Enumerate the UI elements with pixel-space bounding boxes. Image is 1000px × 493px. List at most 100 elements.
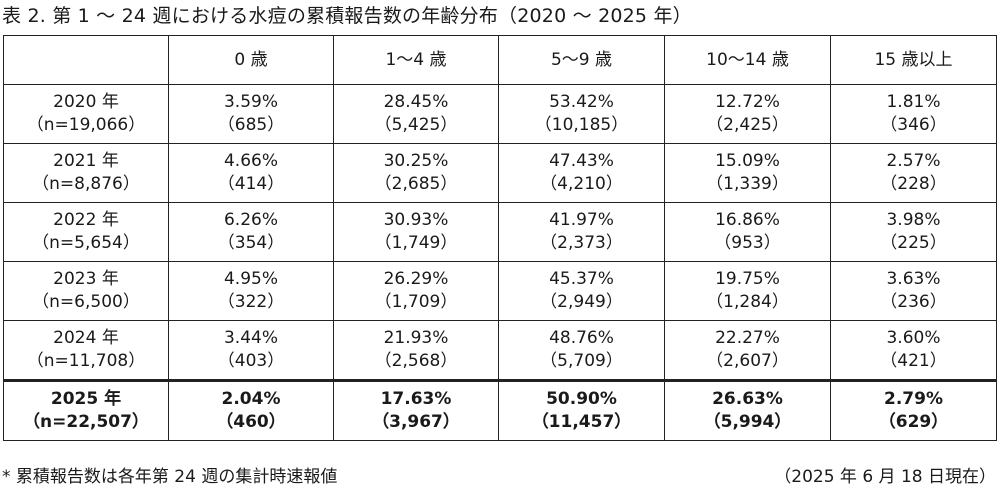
n-label: （n=8,876） <box>32 174 140 194</box>
count-value: （460） <box>216 412 286 432</box>
data-cell: 41.97% （2,373） <box>498 202 665 262</box>
year-label: 2025 年 <box>50 389 122 409</box>
percent-value: 26.29% <box>383 269 449 289</box>
percent-value: 3.98% <box>886 210 941 230</box>
percent-value: 4.95% <box>223 269 278 289</box>
data-cell: 16.86% （953） <box>664 202 831 262</box>
row-label: 2020 年 （n=19,066） <box>3 84 169 144</box>
percent-value: 48.76% <box>549 328 614 348</box>
percent-value: 15.09% <box>715 151 780 171</box>
percent-value: 21.93% <box>383 328 449 348</box>
age-distribution-table: 0 歳 1〜4 歳 5〜9 歳 10〜14 歳 15 歳以上 2020 年 （n=… <box>3 35 997 441</box>
percent-value: 53.42% <box>549 92 614 112</box>
year-label: 2024 年 <box>53 328 119 348</box>
data-cell: 19.75% （1,284） <box>664 261 831 321</box>
table-title: 表 2. 第 1 〜 24 週における水痘の累積報告数の年齢分布（2020 〜 … <box>2 5 692 27</box>
percent-value: 16.86% <box>715 210 780 230</box>
data-cell: 30.25% （2,685） <box>333 143 499 203</box>
percent-value: 41.97% <box>549 210 614 230</box>
table-row-current-year: 2025 年 （n=22,507） 2.04% （460） 17.63% （3,967… <box>3 380 997 441</box>
count-value: （5,994） <box>703 412 792 432</box>
count-value: （322） <box>217 292 285 312</box>
count-value: （685） <box>217 115 285 135</box>
percent-value: 45.37% <box>549 269 614 289</box>
count-value: （1,709） <box>374 292 458 312</box>
data-cell: 2.79% （629） <box>830 380 997 441</box>
count-value: （2,949） <box>540 292 623 312</box>
count-value: （354） <box>217 233 285 253</box>
percent-value: 2.04% <box>221 389 281 409</box>
count-value: （1,749） <box>374 233 458 253</box>
data-cell: 47.43% （4,210） <box>498 143 665 203</box>
percent-value: 4.66% <box>223 151 278 171</box>
count-value: （421） <box>880 351 947 371</box>
percent-value: 30.93% <box>383 210 449 230</box>
percent-value: 19.75% <box>715 269 780 289</box>
row-label: 2025 年 （n=22,507） <box>3 380 169 441</box>
data-cell: 26.63% （5,994） <box>664 380 831 441</box>
data-cell: 4.66% （414） <box>168 143 334 203</box>
header-age-10-14: 10〜14 歳 <box>664 35 831 85</box>
percent-value: 1.81% <box>886 92 941 112</box>
table-row: 2023 年 （n=6,500） 4.95% （322） 26.29% （1,709）… <box>3 261 997 321</box>
percent-value: 3.44% <box>223 328 278 348</box>
header-age-0: 0 歳 <box>168 35 334 85</box>
table-row: 2020 年 （n=19,066） 3.59% （685） 28.45% （5,425… <box>3 84 997 144</box>
count-value: （403） <box>217 351 285 371</box>
count-value: （11,457） <box>531 412 632 432</box>
data-cell: 30.93% （1,749） <box>333 202 499 262</box>
row-label: 2024 年 （n=11,708） <box>3 320 169 381</box>
n-label: （n=22,507） <box>23 412 149 432</box>
percent-value: 22.27% <box>715 328 780 348</box>
header-age-5-9: 5〜9 歳 <box>498 35 665 85</box>
count-value: （10,185） <box>534 115 629 135</box>
data-cell: 3.98% （225） <box>830 202 997 262</box>
data-cell: 50.90% （11,457） <box>498 380 665 441</box>
data-cell: 26.29% （1,709） <box>333 261 499 321</box>
percent-value: 3.63% <box>886 269 941 289</box>
data-cell: 3.63% （236） <box>830 261 997 321</box>
percent-value: 2.57% <box>886 151 941 171</box>
count-value: （629） <box>878 412 949 432</box>
year-label: 2020 年 <box>53 92 119 112</box>
count-value: （2,425） <box>706 115 789 135</box>
percent-value: 3.60% <box>886 328 941 348</box>
percent-value: 28.45% <box>383 92 449 112</box>
data-cell: 15.09% （1,339） <box>664 143 831 203</box>
year-label: 2023 年 <box>53 269 119 289</box>
n-label: （n=5,654） <box>32 233 140 253</box>
data-cell: 6.26% （354） <box>168 202 334 262</box>
table-row: 2024 年 （n=11,708） 3.44% （403） 21.93% （2,568… <box>3 320 997 381</box>
data-cell: 3.60% （421） <box>830 320 997 381</box>
row-label: 2021 年 （n=8,876） <box>3 143 169 203</box>
year-label: 2021 年 <box>53 151 119 171</box>
percent-value: 30.25% <box>383 151 449 171</box>
data-cell: 1.81% （346） <box>830 84 997 144</box>
table-row: 2021 年 （n=8,876） 4.66% （414） 30.25% （2,685）… <box>3 143 997 203</box>
count-value: （414） <box>217 174 285 194</box>
data-cell: 17.63% （3,967） <box>333 380 499 441</box>
count-value: （2,373） <box>540 233 623 253</box>
count-value: （2,685） <box>374 174 458 194</box>
data-cell: 4.95% （322） <box>168 261 334 321</box>
percent-value: 26.63% <box>712 389 783 409</box>
data-cell: 12.72% （2,425） <box>664 84 831 144</box>
header-age-15-plus: 15 歳以上 <box>830 35 997 85</box>
data-cell: 48.76% （5,709） <box>498 320 665 381</box>
count-value: （953） <box>714 233 781 253</box>
data-cell: 21.93% （2,568） <box>333 320 499 381</box>
n-label: （n=19,066） <box>26 115 146 135</box>
data-cell: 3.44% （403） <box>168 320 334 381</box>
percent-value: 2.79% <box>884 389 943 409</box>
data-cell: 2.04% （460） <box>168 380 334 441</box>
footnote: * 累積報告数は各年第 24 週の集計時速報値 <box>2 467 338 487</box>
data-cell: 28.45% （5,425） <box>333 84 499 144</box>
percent-value: 47.43% <box>549 151 614 171</box>
count-value: （3,967） <box>372 412 460 432</box>
count-value: （2,607） <box>706 351 789 371</box>
n-label: （n=11,708） <box>26 351 146 371</box>
row-label: 2023 年 （n=6,500） <box>3 261 169 321</box>
data-cell: 53.42% （10,185） <box>498 84 665 144</box>
header-row: 0 歳 1〜4 歳 5〜9 歳 10〜14 歳 15 歳以上 <box>3 35 997 85</box>
row-label: 2022 年 （n=5,654） <box>3 202 169 262</box>
